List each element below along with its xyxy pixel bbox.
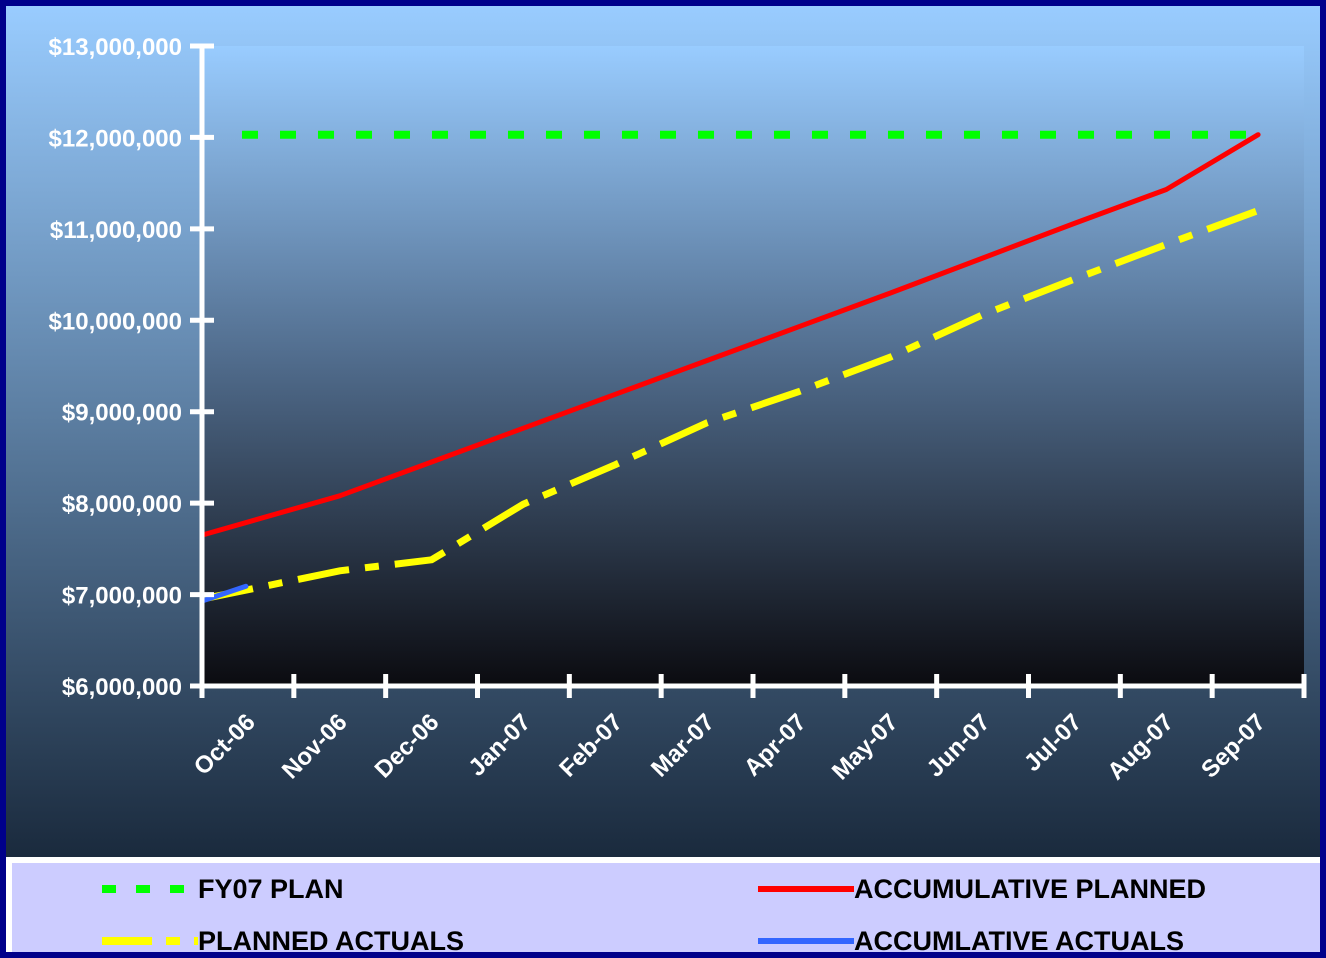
legend-label-accumlative-actuals: ACCUMLATIVE ACTUALS	[854, 925, 1184, 956]
legend-label-accumulative-planned: ACCUMULATIVE PLANNED	[854, 873, 1206, 904]
legend-label-planned-actuals: PLANNED ACTUALS	[198, 925, 464, 956]
chart-area: $6,000,000 $7,000,000 $8,000,000 $9,000,000…	[6, 6, 1320, 857]
legend-swatch-fy07-plan	[102, 885, 198, 893]
y-tick-label: $8,000,000	[62, 491, 182, 518]
y-tick-label: $7,000,000	[62, 583, 182, 610]
y-tick-label: $13,000,000	[49, 34, 182, 61]
y-tick-label: $9,000,000	[62, 400, 182, 427]
plot-area	[202, 46, 1304, 686]
legend-item-accumlative-actuals: ACCUMLATIVE ACTUALS	[758, 921, 1184, 956]
legend-item-accumulative-planned: ACCUMULATIVE PLANNED	[758, 869, 1206, 909]
legend-label-fy07-plan: FY07 PLAN	[198, 873, 344, 904]
legend-item-fy07-plan: FY07 PLAN	[102, 869, 344, 909]
y-tick-label: $12,000,000	[49, 125, 182, 152]
legend-swatch-accumlative-actuals	[758, 938, 854, 944]
legend-swatch-accumulative-planned	[758, 886, 854, 892]
series-line-2	[201, 207, 1260, 603]
y-tick-label: $10,000,000	[49, 308, 182, 335]
legend-item-planned-actuals: PLANNED ACTUALS	[102, 921, 464, 956]
series-line-1	[199, 132, 1261, 538]
series-line-3	[199, 583, 249, 604]
y-tick-label: $11,000,000	[50, 217, 182, 244]
legend: FY07 PLAN ACCUMULATIVE PLANNED PLANNED A…	[12, 863, 1320, 956]
series-layer	[199, 130, 1261, 604]
y-tick-label: $6,000,000	[62, 674, 182, 701]
axis-layer	[190, 43, 1307, 698]
legend-swatch-planned-actuals	[102, 937, 198, 945]
